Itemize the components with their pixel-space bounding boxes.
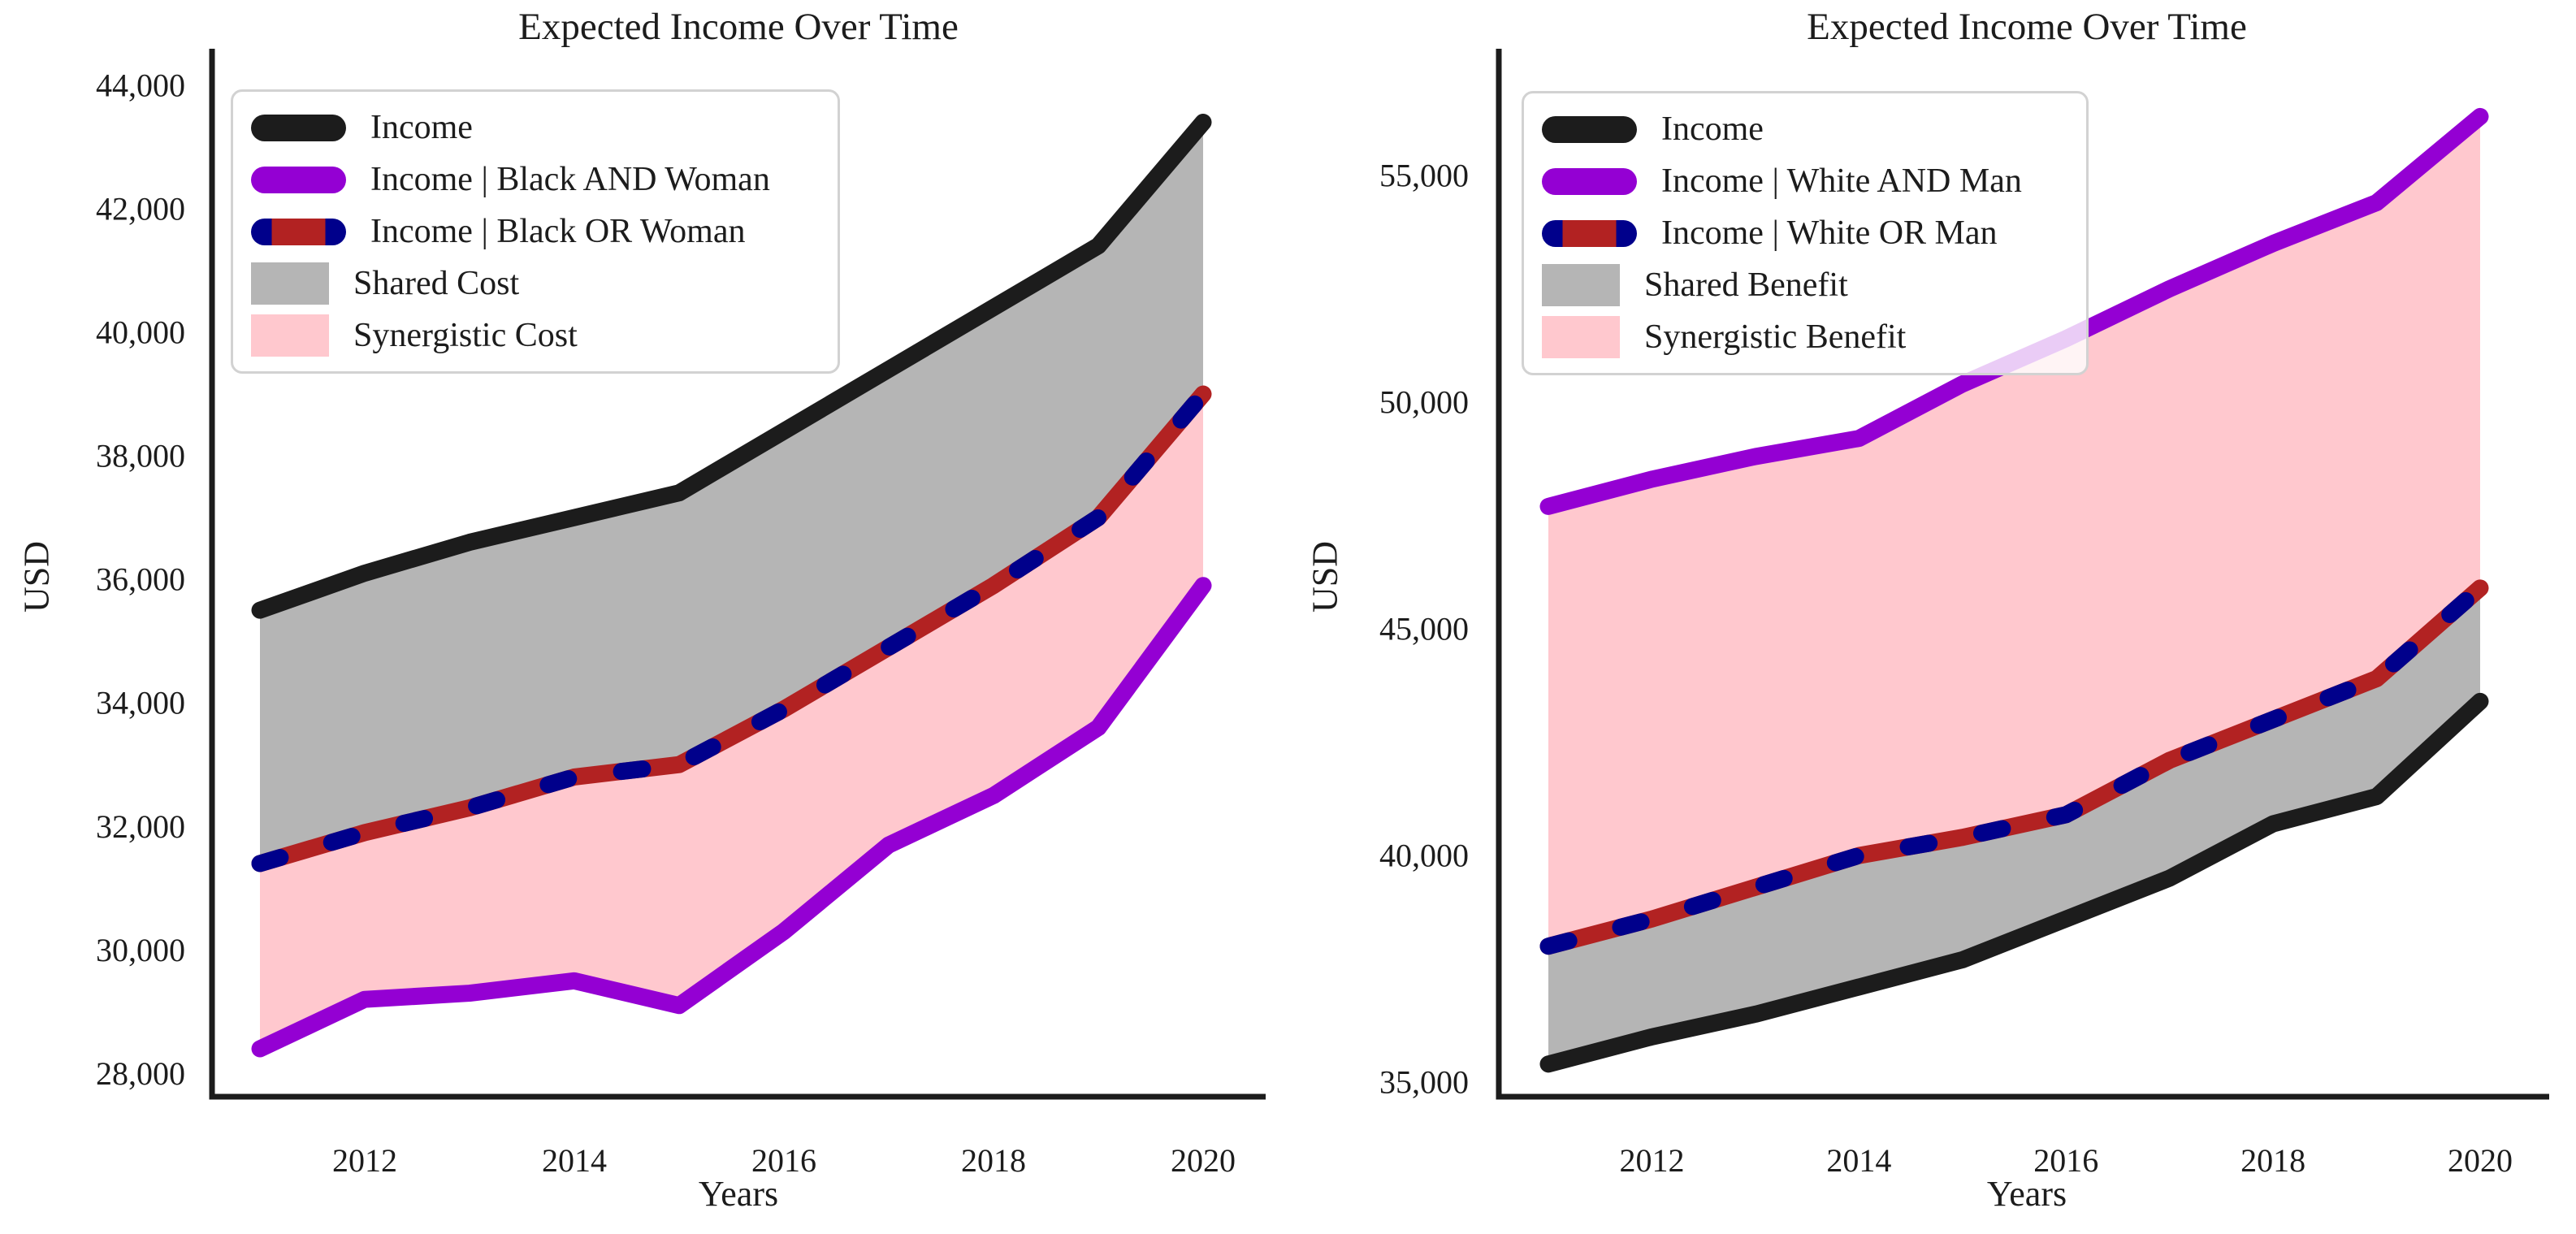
x-tick-label: 2018 (961, 1142, 1026, 1179)
y-tick-label: 44,000 (96, 67, 185, 103)
legend-entry-label: Income (1661, 110, 1764, 148)
synergistic-benefit-fill (1548, 116, 2480, 946)
y-tick-label: 50,000 (1379, 384, 1469, 421)
legend-line-swatch (251, 166, 346, 193)
y-tick-label: 40,000 (1379, 838, 1469, 874)
legend-entry: Income (251, 102, 838, 154)
legend-entry-label: Income | Black AND Woman (370, 161, 770, 198)
income-white-or-man-line-dashes (1539, 579, 2489, 955)
legend-entry: Income (1542, 103, 2086, 155)
y-tick-label: 30,000 (96, 932, 185, 968)
legend-dashed-line-swatch (251, 218, 346, 245)
x-tick-label: 2012 (332, 1142, 397, 1179)
legend-line-swatch (251, 114, 346, 141)
legend-entry-label: Shared Benefit (1644, 266, 1848, 304)
right-chart-panel: 35,000 40,000 45,000 50,000 55,000 2012 2014 20… (1288, 0, 2576, 1234)
legend-box: Income Income | White AND Man Income | Whi… (1522, 91, 2089, 375)
legend-entry-label: Income | White OR Man (1661, 214, 1998, 252)
y-tick-label: 35,000 (1379, 1064, 1469, 1101)
y-tick-label: 55,000 (1379, 157, 1469, 193)
x-tick-label: 2016 (751, 1142, 816, 1179)
legend-entry-label: Synergistic Benefit (1644, 318, 1907, 356)
income-line (251, 113, 1212, 619)
y-tick-label: 32,000 (96, 808, 185, 845)
right-plot-area: 35,000 40,000 45,000 50,000 55,000 2012 2014 20… (1379, 49, 2549, 1179)
x-tick-label: 2020 (2448, 1142, 2513, 1179)
legend-dashed-line-swatch (1542, 219, 1637, 247)
legend-patch-swatch (251, 262, 329, 305)
synergistic-cost-fill (260, 394, 1203, 1049)
x-tick-label: 2020 (1171, 1142, 1236, 1179)
x-tick-label: 2016 (2033, 1142, 2098, 1179)
y-axis-label: USD (1305, 540, 1345, 613)
legend-entry: Shared Benefit (1542, 259, 2086, 311)
legend-entry: Synergistic Cost (251, 310, 838, 362)
legend-entry: Synergistic Benefit (1542, 311, 2086, 363)
x-tick-label: 2018 (2240, 1142, 2305, 1179)
income-black-or-woman-line-dashes (251, 385, 1212, 872)
legend-patch-swatch (1542, 264, 1620, 306)
x-tick-label: 2014 (1826, 1142, 1891, 1179)
x-axis-label: Years (698, 1174, 779, 1214)
legend-line-swatch (1542, 115, 1637, 143)
page-title: Expected Income Over Time (1807, 6, 2247, 48)
x-tick-label: 2012 (1619, 1142, 1684, 1179)
left-plot-area: 28,000 30,000 32,000 34,000 36,000 38,000 40,0… (96, 49, 1266, 1179)
income-black-and-woman-line (251, 577, 1212, 1058)
y-tick-label: 34,000 (96, 685, 185, 721)
page-title: Expected Income Over Time (518, 6, 959, 48)
legend-entry: Income | White AND Man (1542, 155, 2086, 207)
y-tick-label: 42,000 (96, 190, 185, 227)
legend-entry-label: Income | White AND Man (1661, 162, 2022, 200)
legend-entry: Income | Black AND Woman (251, 154, 838, 206)
legend-entry-label: Shared Cost (353, 265, 520, 302)
y-tick-label: 40,000 (96, 314, 185, 350)
y-tick-label: 45,000 (1379, 611, 1469, 647)
shared-cost-fill (260, 122, 1203, 864)
income-line (1539, 692, 2489, 1073)
legend-entry: Income | White OR Man (1542, 207, 2086, 259)
legend-box: Income Income | Black AND Woman Income | B… (231, 89, 840, 374)
legend-line-swatch (1542, 167, 1637, 195)
y-tick-label: 28,000 (96, 1055, 185, 1092)
left-chart-panel: 28,000 30,000 32,000 34,000 36,000 38,000 40,0… (16, 6, 1266, 1214)
legend-entry-label: Income | Black OR Woman (370, 213, 746, 250)
x-axis-label: Years (1986, 1174, 2067, 1214)
y-tick-label: 36,000 (96, 561, 185, 598)
legend-entry-label: Income (370, 109, 473, 146)
y-axis-label: USD (16, 540, 57, 613)
x-tick-label: 2014 (542, 1142, 607, 1179)
y-tick-label: 38,000 (96, 438, 185, 474)
legend-patch-swatch (251, 314, 329, 357)
legend-patch-swatch (1542, 316, 1620, 358)
legend-entry-label: Synergistic Cost (353, 317, 578, 354)
legend-entry: Income | Black OR Woman (251, 206, 838, 258)
legend-entry: Shared Cost (251, 258, 838, 310)
